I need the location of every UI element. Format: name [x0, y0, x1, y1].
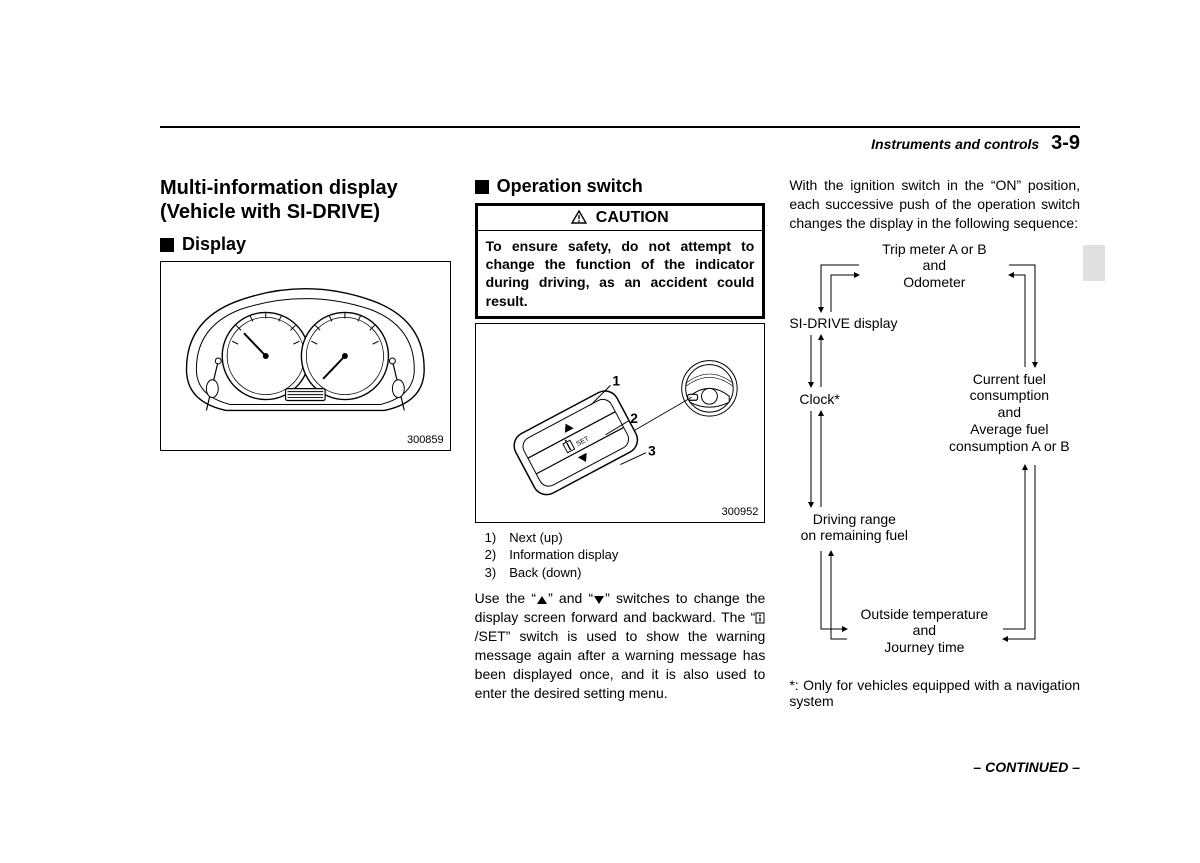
column-3: With the ignition switch in the “ON” pos…	[789, 176, 1080, 709]
subhead-display: Display	[160, 234, 451, 255]
caution-title: CAUTION	[478, 206, 763, 231]
steering-switch-illustration: SET 1 2 3	[476, 324, 765, 522]
figure-number-1: 300859	[407, 434, 444, 446]
caution-box: CAUTION To ensure safety, do not attempt…	[475, 203, 766, 319]
title-line1: Multi-information display	[160, 177, 398, 199]
bullet-icon	[160, 238, 174, 252]
gauge-cluster-illustration	[161, 262, 450, 450]
para-d: /SET” switch is used to show the warning…	[475, 628, 766, 701]
switch-legend: 1) Next (up) 2) Information display 3) B…	[475, 529, 766, 582]
figure-gauge: 300859	[160, 261, 451, 451]
column-2: Operation switch CAUTION To ensure safet…	[475, 176, 766, 709]
figure-number-2: 300952	[722, 506, 759, 518]
section-title: Multi-information display (Vehicle with …	[160, 176, 451, 224]
page-number: 3-9	[1051, 132, 1080, 154]
figure-switch: SET 1 2 3 300952	[475, 323, 766, 523]
subhead-operation-text: Operation switch	[497, 176, 643, 197]
header-rule	[160, 126, 1080, 128]
info-i-icon	[755, 612, 765, 624]
sequence-intro: With the ignition switch in the “ON” pos…	[789, 176, 1080, 233]
title-line2: (Vehicle with SI-DRIVE)	[160, 201, 380, 223]
legend-2: 2) Information display	[485, 546, 766, 564]
svg-text:2: 2	[630, 410, 638, 426]
bullet-icon	[475, 180, 489, 194]
up-triangle-icon	[536, 595, 548, 605]
chapter-name: Instruments and controls	[871, 136, 1039, 152]
caution-label: CAUTION	[596, 209, 669, 226]
footnote: *: Only for vehicles equipped with a nav…	[789, 677, 1080, 709]
para-a: Use the “	[475, 590, 536, 606]
caution-body: To ensure safety, do not attempt to chan…	[478, 231, 763, 316]
sequence-arrows	[789, 241, 1089, 671]
subhead-display-text: Display	[182, 234, 246, 255]
operation-paragraph: Use the “” and “” switches to change the…	[475, 589, 766, 702]
down-triangle-icon	[593, 595, 605, 605]
svg-text:3: 3	[648, 442, 656, 458]
column-1: Multi-information display (Vehicle with …	[160, 176, 451, 709]
continued-label: – CONTINUED –	[973, 759, 1080, 775]
legend-3: 3) Back (down)	[485, 564, 766, 582]
svg-text:1: 1	[612, 372, 620, 388]
warning-icon	[571, 210, 587, 224]
subhead-operation: Operation switch	[475, 176, 766, 197]
legend-1: 1) Next (up)	[485, 529, 766, 547]
page-header: Instruments and controls 3-9	[871, 132, 1080, 155]
para-b: ” and “	[548, 590, 593, 606]
sequence-diagram: Trip meter A or B and Odometer SI-DRIVE …	[789, 241, 1080, 671]
